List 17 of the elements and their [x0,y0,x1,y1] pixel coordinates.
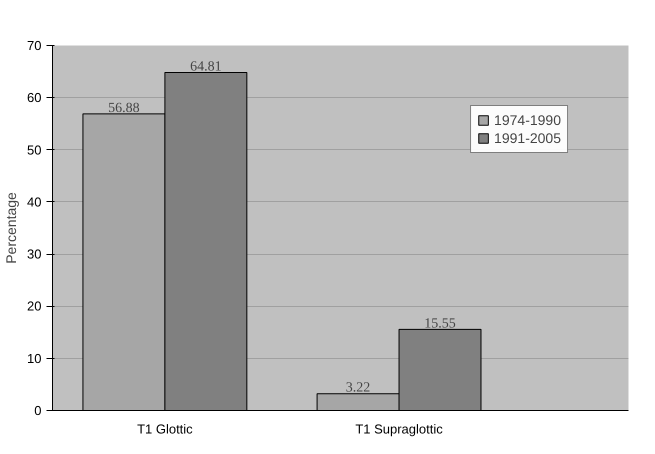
y-tick-label: 40 [27,194,42,210]
y-tick-label: 30 [27,246,42,262]
y-tick-label: 0 [34,403,42,418]
data-label: 64.81 [190,60,222,75]
x-tick-label: T1 Supraglottic [355,422,444,436]
data-label: 3.22 [346,380,370,396]
data-label: 15.55 [424,316,456,332]
x-tick-label: T1 Glottic [137,422,194,436]
y-tick-label: 20 [27,298,42,314]
y-tick-label: 60 [27,90,42,106]
legend-label: 1991-2005 [494,130,561,146]
y-tick-label: 10 [27,350,42,366]
legend-label: 1974-1990 [494,112,561,128]
y-axis-title: Percentage [3,192,20,264]
data-label: 56.88 [108,100,140,116]
y-tick-label: 70 [27,38,42,53]
y-tick-label: 50 [27,142,42,158]
